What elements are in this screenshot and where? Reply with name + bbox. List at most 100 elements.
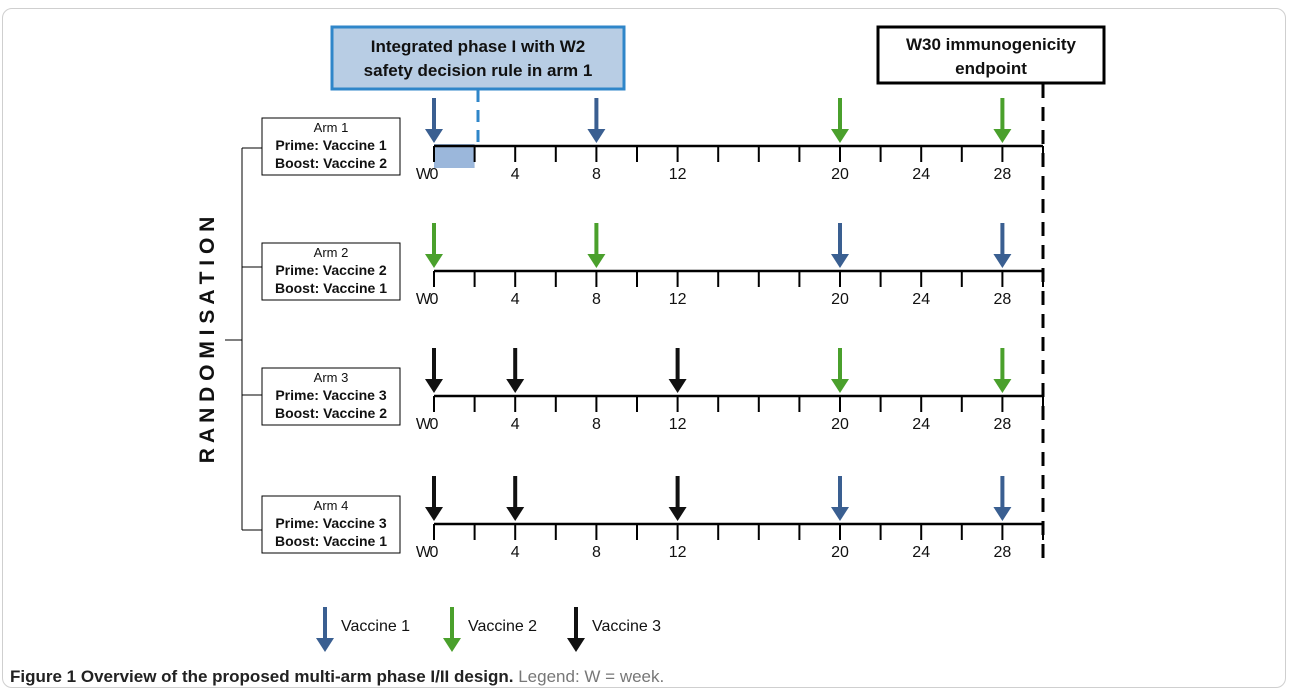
legend-item: Vaccine 2 bbox=[443, 607, 537, 652]
arm-prime: Prime: Vaccine 2 bbox=[275, 262, 387, 278]
endpoint-box-line2: endpoint bbox=[955, 59, 1027, 78]
week-label: 28 bbox=[994, 544, 1012, 561]
week-label: 28 bbox=[994, 166, 1012, 183]
randomisation-label: R A N D O M I S A T I O N bbox=[196, 217, 219, 464]
arm-name: Arm 4 bbox=[314, 498, 349, 513]
week-label: 24 bbox=[912, 291, 930, 308]
week-label: 12 bbox=[669, 291, 687, 308]
legend-arrow bbox=[567, 607, 585, 652]
dose-arrow-vaccine-3 bbox=[506, 348, 525, 393]
phase-box-line1: Integrated phase I with W2 bbox=[371, 37, 585, 56]
arm-prime: Prime: Vaccine 1 bbox=[275, 137, 387, 153]
week-label: 28 bbox=[994, 291, 1012, 308]
dose-arrow-vaccine-1 bbox=[831, 223, 849, 268]
phase-box: Integrated phase I with W2 safety decisi… bbox=[330, 25, 626, 91]
week-prefix: W bbox=[416, 166, 432, 183]
dose-arrow-vaccine-3 bbox=[668, 348, 687, 393]
week-label: 24 bbox=[912, 544, 930, 561]
legend-arrow-head bbox=[443, 638, 461, 652]
week-label: 12 bbox=[669, 544, 687, 561]
week-prefix: W bbox=[416, 416, 432, 433]
legend-item: Vaccine 3 bbox=[567, 607, 661, 652]
legend: Vaccine 1 Vaccine 2 Vaccine 3 bbox=[316, 607, 661, 652]
arm-name: Arm 1 bbox=[314, 120, 349, 135]
caption-title: Figure 1 Overview of the proposed multi-… bbox=[10, 667, 514, 686]
week-label: 20 bbox=[831, 166, 849, 183]
arm-box bbox=[261, 367, 401, 426]
arm-4: Arm 4 Prime: Vaccine 3 Boost: Vaccine 1 W0 4… bbox=[261, 476, 1044, 561]
dose-arrow-vaccine-1 bbox=[425, 98, 443, 143]
dose-arrow-vaccine-2-head bbox=[993, 129, 1012, 143]
phase-window-shade bbox=[434, 144, 475, 168]
arm-box bbox=[261, 117, 401, 176]
dose-arrow-vaccine-2-head bbox=[993, 379, 1012, 393]
week-label: 20 bbox=[831, 416, 849, 433]
week-label: 4 bbox=[511, 291, 520, 308]
week-prefix: W bbox=[416, 291, 432, 308]
dose-arrow-vaccine-2 bbox=[993, 348, 1012, 393]
dose-arrow-vaccine-3 bbox=[668, 476, 687, 521]
dose-arrow-vaccine-2 bbox=[831, 348, 849, 393]
dose-arrow-vaccine-3 bbox=[425, 348, 443, 393]
dose-arrow-vaccine-3-head bbox=[668, 507, 687, 521]
legend-arrow bbox=[316, 607, 334, 652]
figure-caption: Figure 1 Overview of the proposed multi-… bbox=[10, 667, 664, 687]
week-prefix: W bbox=[416, 544, 432, 561]
week-label: 24 bbox=[912, 166, 930, 183]
dose-arrow-vaccine-2-head bbox=[587, 254, 606, 268]
dose-arrow-vaccine-1 bbox=[831, 476, 849, 521]
dose-arrow-vaccine-1-head bbox=[993, 507, 1012, 521]
arm-box bbox=[261, 495, 401, 554]
dose-arrow-vaccine-3-head bbox=[425, 379, 443, 393]
dose-arrow-vaccine-3-head bbox=[668, 379, 687, 393]
arm-name: Arm 2 bbox=[314, 245, 349, 260]
arm-2: Arm 2 Prime: Vaccine 2 Boost: Vaccine 1 W0 4… bbox=[261, 223, 1044, 308]
dose-arrow-vaccine-2 bbox=[993, 98, 1012, 143]
dose-arrow-vaccine-1-head bbox=[993, 254, 1012, 268]
week-label: 0 bbox=[430, 544, 439, 561]
dose-arrow-vaccine-1-head bbox=[587, 129, 606, 143]
endpoint-box: W30 immunogenicity endpoint bbox=[876, 25, 1106, 85]
figure-frame bbox=[2, 8, 1286, 688]
dose-arrow-vaccine-3-head bbox=[425, 507, 443, 521]
week-label: 20 bbox=[831, 544, 849, 561]
dose-arrow-vaccine-3-head bbox=[506, 379, 525, 393]
legend-item: Vaccine 1 bbox=[316, 607, 410, 652]
arm-1: Arm 1 Prime: Vaccine 1 Boost: Vaccine 2 W0 4… bbox=[261, 98, 1044, 183]
dose-arrow-vaccine-1-head bbox=[831, 507, 849, 521]
arm-3: Arm 3 Prime: Vaccine 3 Boost: Vaccine 2 W0 4… bbox=[261, 348, 1044, 433]
week-label: 28 bbox=[994, 416, 1012, 433]
dose-arrow-vaccine-1-head bbox=[831, 254, 849, 268]
legend-label: Vaccine 3 bbox=[592, 618, 661, 635]
arm-name: Arm 3 bbox=[314, 370, 349, 385]
legend-arrow-head bbox=[567, 638, 585, 652]
dose-arrow-vaccine-2 bbox=[425, 223, 443, 268]
week-label: 8 bbox=[592, 544, 601, 561]
dose-arrow-vaccine-3 bbox=[506, 476, 525, 521]
arm-box bbox=[261, 242, 401, 301]
dose-arrow-vaccine-1-head bbox=[425, 129, 443, 143]
dose-arrow-vaccine-1 bbox=[993, 223, 1012, 268]
arm-prime: Prime: Vaccine 3 bbox=[275, 515, 387, 531]
week-label: 8 bbox=[592, 291, 601, 308]
legend-arrow bbox=[443, 607, 461, 652]
week-label: 8 bbox=[592, 166, 601, 183]
dose-arrow-vaccine-2-head bbox=[425, 254, 443, 268]
dose-arrow-vaccine-2-head bbox=[831, 379, 849, 393]
dose-arrow-vaccine-1 bbox=[993, 476, 1012, 521]
week-label: 24 bbox=[912, 416, 930, 433]
arm-boost: Boost: Vaccine 2 bbox=[275, 155, 387, 171]
dose-arrow-vaccine-1 bbox=[587, 98, 606, 143]
randomisation-bracket bbox=[225, 147, 262, 531]
dose-arrow-vaccine-3-head bbox=[506, 507, 525, 521]
dose-arrow-vaccine-2 bbox=[587, 223, 606, 268]
dose-arrow-vaccine-2-head bbox=[831, 129, 849, 143]
dose-arrow-vaccine-2 bbox=[831, 98, 849, 143]
arm-prime: Prime: Vaccine 3 bbox=[275, 387, 387, 403]
dose-arrow-vaccine-3 bbox=[425, 476, 443, 521]
legend-arrow-head bbox=[316, 638, 334, 652]
phase-box-line2: safety decision rule in arm 1 bbox=[364, 61, 593, 80]
arm-boost: Boost: Vaccine 1 bbox=[275, 533, 387, 549]
